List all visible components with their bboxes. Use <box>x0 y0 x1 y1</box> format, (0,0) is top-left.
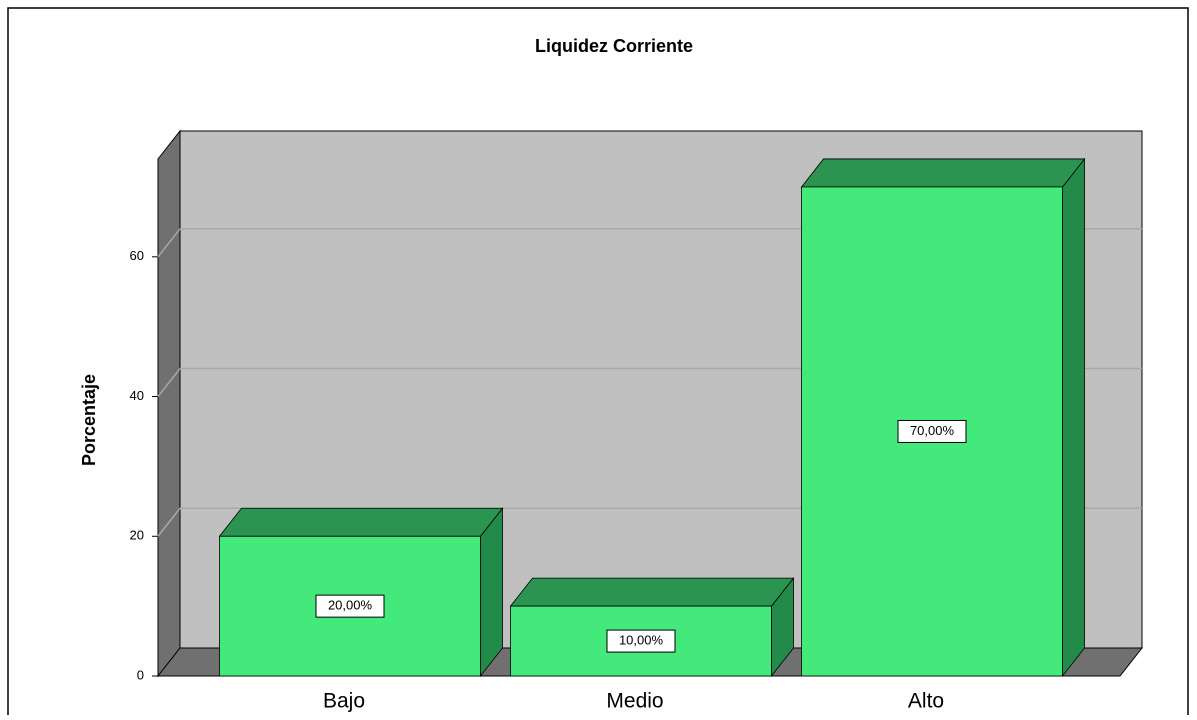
value-label-box <box>606 629 676 653</box>
value-label-box <box>315 594 385 618</box>
grid-line <box>157 507 181 537</box>
x-tick-label: Medio <box>606 690 663 713</box>
value-label: 70,00% <box>910 423 955 438</box>
y-tick-label: 20 <box>130 528 144 543</box>
bar-top <box>509 577 795 607</box>
chart-title: Liquidez Corriente <box>535 36 693 56</box>
y-tick-label: 60 <box>130 248 144 263</box>
left-wall <box>157 129 181 678</box>
value-label-box <box>897 419 967 443</box>
grid-line <box>157 228 181 258</box>
x-tick-label: Bajo <box>323 690 365 713</box>
bar <box>509 576 795 678</box>
y-tick-label: 40 <box>130 388 144 403</box>
bar-top <box>218 507 504 537</box>
bar <box>800 157 1086 678</box>
bar-side <box>480 507 503 678</box>
y-tick-label: 0 <box>137 667 144 682</box>
value-label: 10,00% <box>619 633 664 648</box>
bar <box>218 507 504 678</box>
y-axis-label: Porcentaje <box>79 374 99 466</box>
bar-top <box>800 158 1086 188</box>
bar-side <box>1062 157 1085 678</box>
grid-line <box>157 368 181 398</box>
value-label: 20,00% <box>328 598 373 613</box>
x-tick-label: Alto <box>908 690 944 713</box>
